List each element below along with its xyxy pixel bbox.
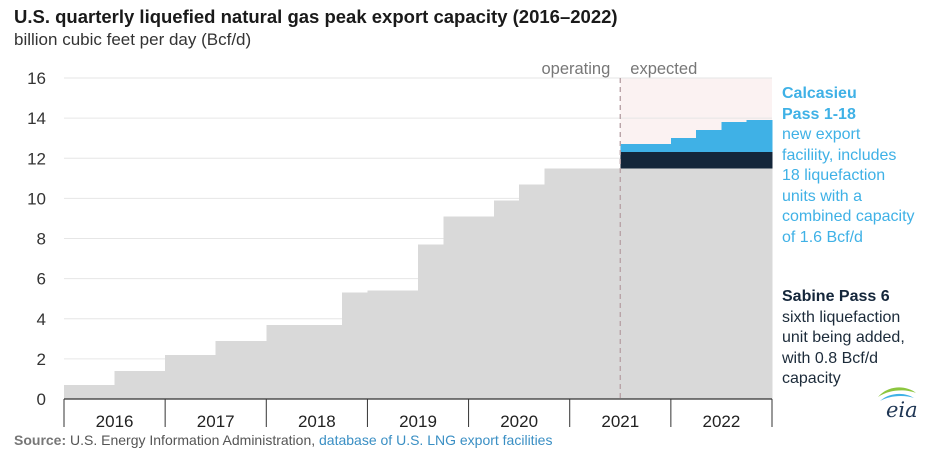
bar-segment bbox=[645, 168, 672, 399]
x-tick-label: 2018 bbox=[298, 412, 336, 430]
x-tick-label: 2017 bbox=[197, 412, 235, 430]
bar-segment bbox=[165, 354, 191, 399]
bar-segment bbox=[468, 216, 495, 399]
y-tick-label: 10 bbox=[27, 189, 46, 208]
annotation-sabine-body: sixth liquefaction unit being added, wit… bbox=[782, 308, 905, 388]
x-tick-label: 2019 bbox=[399, 412, 437, 430]
annotation-sabine: Sabine Pass 6 sixth liquefaction unit be… bbox=[782, 287, 905, 390]
bar-segment bbox=[721, 122, 748, 153]
chart-subtitle: billion cubic feet per day (Bcf/d) bbox=[14, 30, 252, 49]
source-label: Source: bbox=[14, 432, 67, 448]
bar-segment bbox=[519, 184, 545, 399]
bar-segment bbox=[696, 152, 722, 169]
bar-segment bbox=[190, 354, 217, 399]
x-tick-label: 2016 bbox=[96, 412, 134, 430]
bar-segment bbox=[721, 152, 748, 169]
bar-segment bbox=[114, 370, 141, 399]
bar-segment bbox=[316, 324, 343, 399]
chart-svg: 0 2 4 6 8 10 12 14 16 2016 2017 2018 2019 2020 2021 202… bbox=[27, 60, 773, 430]
bar-segment bbox=[139, 370, 166, 399]
bar-segment bbox=[620, 144, 646, 153]
annotation-calcasieu-title: Calcasieu Pass 1-18 bbox=[782, 85, 857, 123]
y-tick-label: 2 bbox=[37, 350, 46, 369]
x-tick-label: 2022 bbox=[703, 412, 741, 430]
bar-segment bbox=[620, 168, 646, 399]
y-tick-label: 8 bbox=[37, 230, 46, 249]
bar-segment bbox=[241, 340, 267, 399]
bar-segment bbox=[64, 384, 90, 399]
bar-segment bbox=[645, 144, 672, 153]
operating-label: operating bbox=[541, 60, 610, 78]
y-tick-label: 6 bbox=[37, 270, 46, 289]
annotation-sabine-title: Sabine Pass 6 bbox=[782, 288, 890, 305]
source-link[interactable]: database of U.S. LNG export facilities bbox=[319, 432, 553, 448]
bar-segment bbox=[645, 152, 672, 169]
source-text: U.S. Energy Information Administration, bbox=[70, 432, 316, 448]
bar-segment bbox=[670, 138, 697, 153]
bar-segment bbox=[620, 152, 646, 169]
bar-segment bbox=[670, 168, 697, 399]
x-tick-label: 2021 bbox=[601, 412, 639, 430]
bar-segment bbox=[392, 290, 419, 399]
bar-segment bbox=[595, 168, 621, 399]
bar-segment bbox=[696, 130, 722, 153]
bar-segment bbox=[367, 290, 394, 399]
eia-logo-swoosh-icon bbox=[878, 387, 916, 401]
bar-segment bbox=[544, 168, 571, 399]
bar-segment bbox=[746, 152, 773, 169]
bar-segment bbox=[215, 340, 242, 399]
y-tick-label: 12 bbox=[27, 149, 46, 168]
bar-segment bbox=[569, 168, 596, 399]
source-note: Source: U.S. Energy Information Administ… bbox=[14, 432, 552, 448]
annotation-calcasieu-body: new export faciliity, includes 18 liquef… bbox=[782, 126, 915, 246]
bar-segment bbox=[266, 324, 292, 399]
eia-logo-text: eia bbox=[886, 398, 918, 422]
expected-label: expected bbox=[630, 60, 697, 78]
bar-segment bbox=[746, 120, 773, 153]
bar-segment bbox=[670, 152, 697, 169]
bar-segment bbox=[493, 200, 520, 399]
bar-segment bbox=[696, 168, 722, 399]
bar-segment bbox=[746, 168, 773, 399]
annotation-calcasieu: Calcasieu Pass 1-18 new export faciliity… bbox=[782, 84, 915, 248]
bar-segment bbox=[342, 292, 368, 399]
y-tick-label: 14 bbox=[27, 109, 46, 128]
bar-segment bbox=[443, 216, 469, 399]
y-tick-label: 0 bbox=[37, 390, 46, 409]
bar-segment bbox=[721, 168, 748, 399]
y-tick-label: 4 bbox=[37, 310, 46, 329]
y-tick-label: 16 bbox=[27, 69, 46, 88]
bar-segment bbox=[418, 244, 444, 399]
x-tick-label: 2020 bbox=[500, 412, 538, 430]
chart-title: U.S. quarterly liquefied natural gas pea… bbox=[14, 6, 618, 27]
bar-segment bbox=[89, 384, 115, 399]
bar-segment bbox=[291, 324, 318, 399]
